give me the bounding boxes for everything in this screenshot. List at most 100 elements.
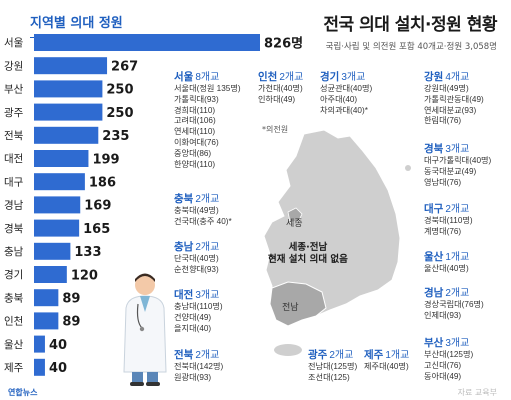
school-item: 경북대(110명) xyxy=(424,216,473,225)
school-item: 조선대(125) xyxy=(308,372,350,382)
category-label: 부산 xyxy=(4,84,24,96)
region-busan: 부산 3개교 부산대(125명) 고신대(76) 동아대(49) xyxy=(424,334,473,382)
value-label: 169 xyxy=(84,199,111,214)
school-item: 서울대(정원 135명) xyxy=(174,84,241,93)
region-gyeonggi-count: 3개교 xyxy=(341,72,366,83)
map-note: 세종·전남 현재 설치 의대 없음 xyxy=(268,242,348,267)
category-label: 서울 xyxy=(4,37,24,49)
footer-source-right: 자료 교육부 xyxy=(457,388,497,397)
value-label: 165 xyxy=(83,222,110,237)
page-title: 전국 의대 설치·정원 현황 xyxy=(323,15,497,35)
map-ulleung xyxy=(405,165,411,171)
bar xyxy=(34,219,80,237)
map-jeju xyxy=(274,344,302,356)
school-item: 순천향대(93) xyxy=(174,264,219,274)
value-label: 199 xyxy=(92,152,119,167)
value-label: 267 xyxy=(111,59,138,74)
region-gyeongbuk-name: 경북 xyxy=(424,143,444,155)
region-incheon-count: 2개교 xyxy=(279,72,304,83)
region-ulsan-name: 울산 xyxy=(424,251,444,263)
school-item: 가톨릭관동대(49) xyxy=(424,94,484,104)
region-ulsan-count: 1개교 xyxy=(445,252,470,263)
region-busan-count: 3개교 xyxy=(445,338,470,349)
school-item: 울산대(40명) xyxy=(424,264,469,273)
school-item: 부산대(125명) xyxy=(424,350,474,359)
region-chungnam-count: 2개교 xyxy=(195,242,220,253)
school-item: 경상국립대(76명) xyxy=(424,300,484,309)
school-item: 이화여대(76) xyxy=(174,137,219,147)
category-label: 충북 xyxy=(4,292,24,304)
school-item: 연세대(110) xyxy=(174,127,216,137)
category-label: 전북 xyxy=(4,130,24,142)
region-daegu-name: 대구 xyxy=(424,203,444,215)
bar xyxy=(34,312,59,330)
doctor-illustration xyxy=(123,273,167,386)
bar xyxy=(34,57,108,75)
region-gyeongnam: 경남 2개교 경상국립대(76명) 인제대(93) xyxy=(424,284,484,322)
school-item: 전남대(125명) xyxy=(308,362,358,371)
school-item: 한림대(76) xyxy=(424,116,462,126)
school-item: 제주대(40명) xyxy=(364,362,409,371)
value-label: 133 xyxy=(74,245,101,260)
category-label: 경북 xyxy=(4,222,24,235)
region-gwangju-name: 광주 xyxy=(308,349,328,361)
region-gyeongnam-name: 경남 xyxy=(424,287,444,299)
value-label: 250 xyxy=(106,106,133,121)
value-label: 89 xyxy=(62,315,80,330)
map-sejong xyxy=(287,207,303,223)
bar xyxy=(34,34,260,51)
bar xyxy=(34,80,103,98)
bar xyxy=(34,150,89,167)
region-jeonbuk: 전북 2개교 전북대(142명) 원광대(93) xyxy=(174,346,223,384)
left-chart-title: 지역별 의대 정원 xyxy=(30,12,260,38)
region-gangwon: 강원 4개교 강원대(49명) 가톨릭관동대(49) 연세대분교(93) 한림대(… xyxy=(424,68,484,127)
category-label: 충남 xyxy=(4,246,24,258)
region-seoul-name: 서울 xyxy=(174,71,194,83)
value-label: 89 xyxy=(62,291,80,306)
school-item: 원광대(93) xyxy=(174,372,212,382)
school-item: 동아대(49) xyxy=(424,371,462,381)
school-item: 단국대(40명) xyxy=(174,254,219,263)
school-item: 을지대(40) xyxy=(174,323,212,333)
region-incheon-name: 인천 xyxy=(258,71,278,83)
map-label-sejong: 세종 xyxy=(286,219,303,229)
school-item: 강원대(49명) xyxy=(424,84,469,93)
value-label: 40 xyxy=(49,338,67,353)
school-item: 인하대(49) xyxy=(258,94,296,104)
region-gyeongbuk-count: 3개교 xyxy=(445,144,470,155)
category-label: 강원 xyxy=(4,60,23,72)
region-daegu-count: 2개교 xyxy=(445,204,470,215)
region-seoul-count: 8개교 xyxy=(195,72,220,83)
region-daejeon: 대전 3개교 충남대(110명) 건양대(49) 을지대(40) xyxy=(174,286,223,334)
bar xyxy=(34,196,81,214)
bar xyxy=(34,335,45,353)
bar xyxy=(34,358,45,376)
region-chungbuk-name: 충북 xyxy=(174,193,194,205)
region-gyeonggi-name: 경기 xyxy=(320,71,340,83)
school-item: 가톨릭대(93) xyxy=(174,94,219,104)
page-subtitle: 국립·사립 및 의전원 포함 40개교·정원 3,058명 xyxy=(325,42,497,52)
school-item: 차의과대(40)* xyxy=(320,105,368,115)
region-chungnam-name: 충남 xyxy=(174,241,194,253)
school-item: 인제대(93) xyxy=(424,310,462,320)
category-label: 인천 xyxy=(4,316,23,328)
region-jeju-count: 1개교 xyxy=(385,350,410,361)
region-gangwon-count: 4개교 xyxy=(445,72,470,83)
school-item: 아주대(40) xyxy=(320,94,358,104)
bar xyxy=(34,289,59,307)
region-daejeon-count: 3개교 xyxy=(195,290,220,301)
region-daejeon-name: 대전 xyxy=(174,289,194,301)
region-gyeongbuk: 경북 3개교 대구가톨릭대(40명) 동국대분교(49) 영남대(76) xyxy=(424,140,491,188)
value-label: 120 xyxy=(71,268,98,283)
school-item: 충북대(49명) xyxy=(174,206,219,215)
region-jeonbuk-count: 2개교 xyxy=(195,350,220,361)
value-label: 186 xyxy=(89,175,116,190)
map-label-jeonnam: 전남 xyxy=(282,303,299,313)
region-jeju: 제주 1개교 제주대(40명) xyxy=(364,346,409,373)
value-label: 235 xyxy=(102,129,129,144)
region-ulsan: 울산 1개교 울산대(40명) xyxy=(424,248,469,275)
map-note-line2: 현재 설치 의대 없음 xyxy=(268,254,348,266)
value-label: 40 xyxy=(49,361,67,376)
region-chungbuk: 충북 2개교 충북대(49명) 건국대(충주 40)* xyxy=(174,190,232,228)
